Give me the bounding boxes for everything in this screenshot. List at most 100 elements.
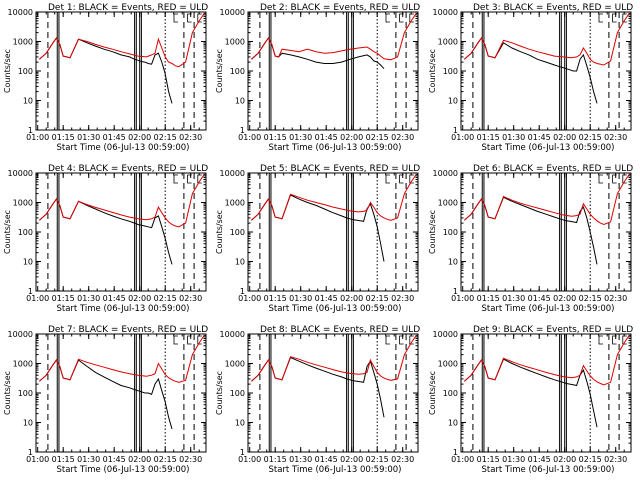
series-red-line bbox=[464, 174, 630, 226]
x-tick-label: 01:15 bbox=[52, 294, 75, 303]
y-tick-label: 1000 bbox=[13, 38, 33, 47]
x-tick-label: 01:00 bbox=[238, 133, 261, 142]
y-tick-label: 10 bbox=[235, 419, 245, 428]
x-tick-label: 01:00 bbox=[238, 294, 261, 303]
x-tick-label: 01:15 bbox=[52, 455, 75, 464]
plot-frame bbox=[460, 172, 632, 292]
x-tick-label: 01:15 bbox=[264, 455, 287, 464]
x-tick-label: 01:45 bbox=[315, 455, 338, 464]
x-tick-label: 02:00 bbox=[340, 294, 363, 303]
y-tick-label: 100 bbox=[443, 67, 458, 76]
x-tick-label: 01:45 bbox=[103, 455, 126, 464]
corner-marker bbox=[622, 174, 627, 184]
x-tick-label: 02:00 bbox=[553, 133, 576, 142]
y-axis-label: Counts/sec bbox=[3, 371, 12, 415]
y-tick-label: 100 bbox=[230, 67, 245, 76]
plot-frame bbox=[460, 333, 632, 453]
series-red-line bbox=[251, 174, 417, 221]
x-tick-label: 02:30 bbox=[179, 294, 202, 303]
plot-frame bbox=[247, 172, 419, 292]
y-tick-label: 10000 bbox=[8, 169, 33, 178]
corner-marker bbox=[612, 13, 617, 23]
x-tick-label: 01:15 bbox=[264, 294, 287, 303]
y-tick-label: 1000 bbox=[438, 38, 458, 47]
y-tick-label: 100 bbox=[230, 228, 245, 237]
x-axis-label: Start Time (06-Jul-13 00:59:00) bbox=[57, 143, 190, 153]
plot-frame bbox=[247, 333, 419, 453]
x-tick-label: 01:30 bbox=[289, 455, 312, 464]
x-axis-label: Start Time (06-Jul-13 00:59:00) bbox=[482, 304, 615, 314]
x-tick-label: 02:00 bbox=[128, 294, 151, 303]
x-tick-label: 01:15 bbox=[52, 133, 75, 142]
y-tick-label: 1000 bbox=[225, 360, 245, 369]
plot-frame bbox=[460, 11, 632, 131]
x-tick-label: 01:15 bbox=[477, 133, 500, 142]
y-tick-label: 1000 bbox=[438, 360, 458, 369]
x-tick-label: 01:30 bbox=[289, 133, 312, 142]
corner-marker bbox=[173, 335, 178, 345]
x-tick-label: 02:15 bbox=[579, 294, 602, 303]
y-tick-label: 10000 bbox=[220, 169, 245, 178]
y-tick-label: 10 bbox=[23, 97, 33, 106]
y-axis-label: Counts/sec bbox=[428, 371, 437, 415]
corner-marker bbox=[409, 13, 414, 23]
y-tick-label: 10000 bbox=[8, 8, 33, 17]
x-axis-label: Start Time (06-Jul-13 00:59:00) bbox=[269, 304, 402, 314]
y-tick-label: 1000 bbox=[438, 199, 458, 208]
panel-9: Det 9: BLACK = Events, RED = ULD 1 10 100 10… bbox=[428, 325, 633, 475]
plot-frame bbox=[247, 11, 419, 131]
x-tick-label: 02:30 bbox=[604, 455, 627, 464]
y-tick-label: 100 bbox=[18, 389, 33, 398]
y-tick-label: 1 bbox=[28, 126, 33, 135]
y-tick-label: 100 bbox=[18, 228, 33, 237]
panel-title: Det 9: BLACK = Events, RED = ULD bbox=[473, 325, 633, 335]
corner-marker bbox=[409, 335, 414, 345]
x-tick-label: 01:00 bbox=[26, 133, 49, 142]
panel-7: Det 7: BLACK = Events, RED = ULD 1 10 100 10… bbox=[3, 325, 208, 475]
x-tick-label: 02:30 bbox=[391, 455, 414, 464]
y-tick-label: 100 bbox=[230, 389, 245, 398]
x-tick-label: 01:00 bbox=[451, 133, 474, 142]
y-axis-label: Counts/sec bbox=[3, 210, 12, 254]
y-tick-label: 1 bbox=[28, 287, 33, 296]
y-tick-label: 1 bbox=[240, 287, 245, 296]
y-tick-label: 10000 bbox=[433, 169, 458, 178]
panel-1: Det 1: BLACK = Events, RED = ULD 1 10 100 10… bbox=[3, 3, 208, 153]
corner-marker bbox=[197, 13, 202, 23]
x-axis-label: Start Time (06-Jul-13 00:59:00) bbox=[269, 143, 402, 153]
series-red-line bbox=[251, 13, 417, 61]
x-axis-label: Start Time (06-Jul-13 00:59:00) bbox=[482, 143, 615, 153]
panel-title: Det 7: BLACK = Events, RED = ULD bbox=[48, 325, 208, 335]
corner-marker bbox=[197, 335, 202, 345]
corner-marker bbox=[399, 335, 404, 345]
x-tick-label: 01:00 bbox=[451, 294, 474, 303]
corner-marker bbox=[187, 13, 192, 23]
x-tick-label: 02:30 bbox=[391, 133, 414, 142]
y-tick-label: 1 bbox=[240, 448, 245, 457]
series-red-line bbox=[464, 335, 630, 386]
series-red-line bbox=[251, 335, 417, 382]
y-tick-label: 1 bbox=[28, 448, 33, 457]
panel-title: Det 3: BLACK = Events, RED = ULD bbox=[473, 3, 633, 13]
y-axis-label: Counts/sec bbox=[3, 49, 12, 93]
y-tick-label: 10000 bbox=[220, 8, 245, 17]
y-tick-label: 1 bbox=[240, 126, 245, 135]
x-axis-label: Start Time (06-Jul-13 00:59:00) bbox=[57, 304, 190, 314]
x-tick-label: 01:30 bbox=[77, 294, 100, 303]
corner-marker bbox=[622, 335, 627, 345]
panel-title: Det 1: BLACK = Events, RED = ULD bbox=[48, 3, 208, 13]
y-axis-label: Counts/sec bbox=[428, 49, 437, 93]
x-tick-label: 01:15 bbox=[477, 294, 500, 303]
x-tick-label: 02:15 bbox=[579, 133, 602, 142]
y-tick-label: 100 bbox=[18, 67, 33, 76]
y-axis-label: Counts/sec bbox=[215, 210, 224, 254]
x-axis-label: Start Time (06-Jul-13 00:59:00) bbox=[482, 465, 615, 475]
y-tick-label: 100 bbox=[443, 389, 458, 398]
x-tick-label: 01:30 bbox=[77, 133, 100, 142]
x-tick-label: 01:45 bbox=[528, 133, 551, 142]
corner-marker bbox=[598, 13, 603, 23]
x-tick-label: 01:45 bbox=[103, 133, 126, 142]
corner-marker bbox=[399, 13, 404, 23]
x-tick-label: 01:15 bbox=[477, 455, 500, 464]
